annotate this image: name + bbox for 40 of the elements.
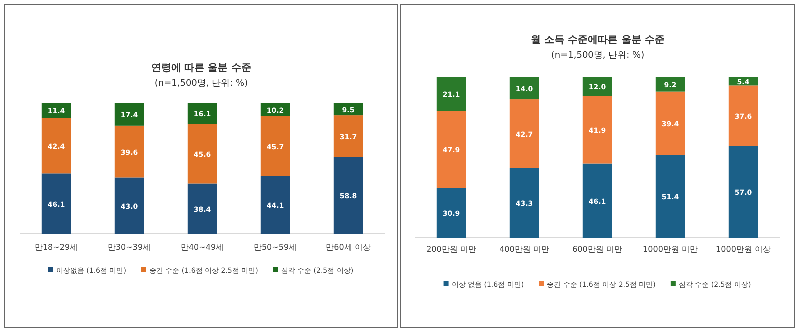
bar	[436, 188, 466, 238]
x-tick-label: 200만원 미만	[426, 245, 476, 254]
bar	[42, 118, 72, 174]
x-tick-label: 만18~29세	[34, 243, 78, 252]
bar	[114, 126, 144, 178]
chart-subtitle: (n=1,500명, 단위: %)	[154, 79, 248, 89]
bar	[188, 124, 218, 184]
bar	[260, 176, 290, 234]
x-tick-label: 만30~39세	[108, 243, 152, 252]
bar	[510, 77, 540, 100]
bar	[436, 77, 466, 112]
bar	[42, 174, 72, 234]
bar	[728, 146, 758, 238]
bar	[114, 178, 144, 234]
x-tick-label: 1000만원 이상	[716, 245, 771, 254]
x-tick-label: 만60세 이상	[326, 243, 371, 252]
bar	[510, 100, 540, 168]
bar	[510, 168, 540, 238]
bar	[582, 77, 612, 96]
bar	[728, 86, 758, 146]
bar	[334, 157, 364, 234]
x-tick-label: 만50~59세	[254, 243, 298, 252]
bar	[656, 155, 686, 238]
chart-subtitle: (n=1,500명, 단위: %)	[551, 51, 645, 61]
bar	[114, 103, 144, 126]
bar	[260, 116, 290, 176]
bar	[656, 92, 686, 156]
bar	[188, 184, 218, 234]
bar	[582, 164, 612, 238]
x-tick-label: 1000만원 미만	[643, 245, 698, 254]
x-tick-label: 600만원 미만	[572, 245, 622, 254]
bar	[188, 103, 218, 124]
x-tick-label: 만40~49세	[180, 243, 224, 252]
bar	[334, 116, 364, 158]
bar	[582, 96, 612, 164]
bar	[436, 111, 466, 188]
chart-title: 월 소득 수준에따른 울분 수준	[531, 35, 665, 46]
chart-title: 연령에 따른 울분 수준	[151, 63, 252, 74]
x-tick-label: 400만원 미만	[500, 245, 550, 254]
bar	[656, 77, 686, 92]
